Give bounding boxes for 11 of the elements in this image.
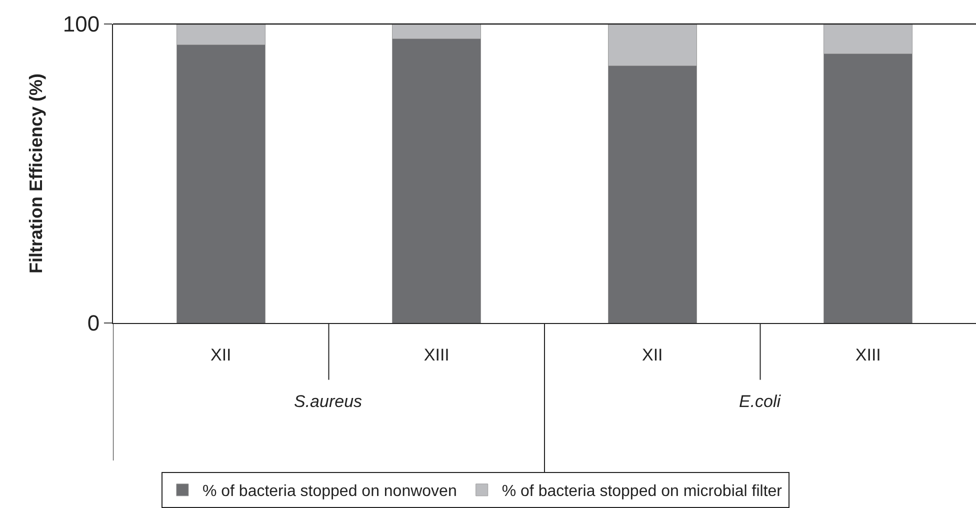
x-tick-label: XII bbox=[210, 345, 232, 364]
legend-label: % of bacteria stopped on microbial filter bbox=[502, 483, 783, 500]
x-tick-label: XIII bbox=[424, 345, 450, 364]
text: S.aureus bbox=[294, 392, 363, 411]
text: E.coli bbox=[739, 392, 782, 411]
y-tick-label: 100 bbox=[62, 12, 100, 37]
y-axis-title: Filtration Efficiency (%) bbox=[26, 73, 46, 274]
y-tick-label: 0 bbox=[87, 310, 100, 336]
legend-label: % of bacteria stopped on nonwoven bbox=[202, 483, 457, 500]
x-tick-label: XII bbox=[642, 345, 663, 364]
x-tick-label: XIII bbox=[855, 345, 881, 364]
